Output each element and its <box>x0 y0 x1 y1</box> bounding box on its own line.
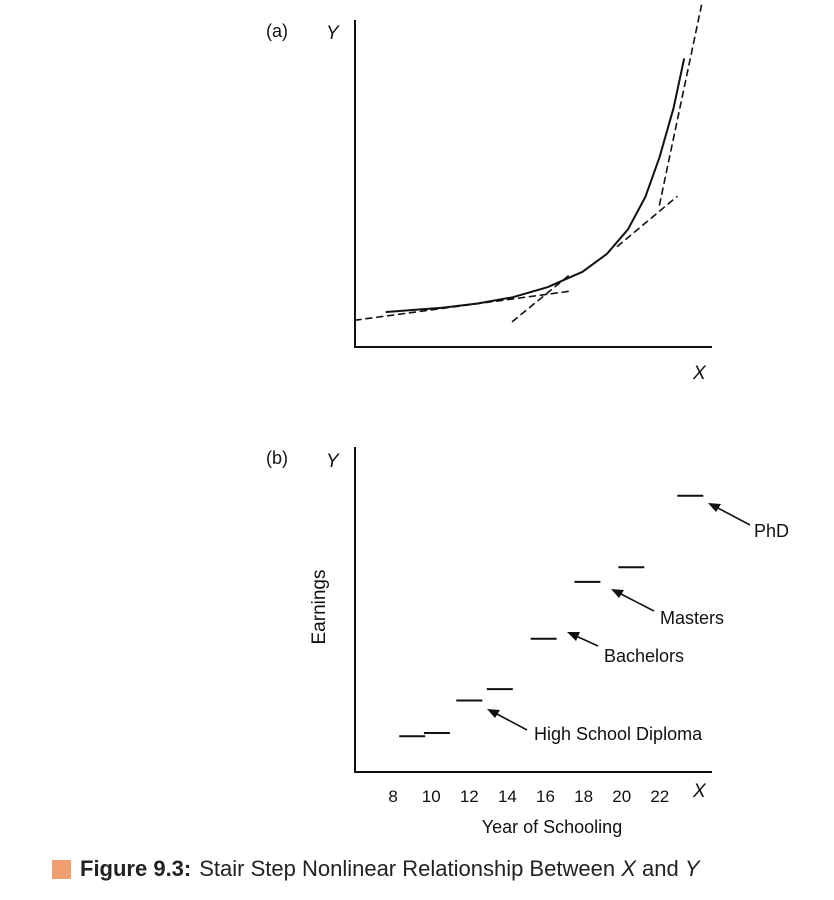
annotation-phd-label: PhD <box>754 521 789 541</box>
panel-a-series <box>354 4 703 323</box>
panel-a-tangent-line-4 <box>658 4 703 206</box>
annotation-phd: PhD <box>708 503 789 541</box>
figure-caption: Figure 9.3: Stair Step Nonlinear Relatio… <box>52 853 700 885</box>
annotation-bachelors: Bachelors <box>567 632 684 666</box>
panel-b-label: (b) <box>266 448 288 468</box>
panel-b-steps <box>399 494 704 738</box>
panel-b-x-tick-label: 8 <box>388 787 397 806</box>
panel-a-label: (a) <box>266 21 288 41</box>
panel-a-tangent-line-2 <box>511 274 570 323</box>
arrowhead-high-school <box>487 709 500 718</box>
panel-a-x-axis-label: X <box>692 363 707 384</box>
panel-b-x-tick-label: 10 <box>422 787 441 806</box>
annotation-masters: Masters <box>611 589 724 628</box>
caption-swatch <box>52 859 71 879</box>
panel-b-x-tick-label: 14 <box>498 787 517 806</box>
panel-b-tick-labels: 8 10 12 14 16 18 20 22 <box>388 787 669 806</box>
panel-a-tangent-line-1 <box>354 290 570 322</box>
panel-b-x-tick-label: 12 <box>460 787 479 806</box>
panel-b-x-tick-label: 16 <box>536 787 555 806</box>
caption-figure-label: Figure 9.3: <box>80 856 192 881</box>
panel-b-x-tick-label: 18 <box>574 787 593 806</box>
arrow-high-school <box>494 712 528 731</box>
panel-a-curve <box>385 58 685 313</box>
panel-b-y-axis-label: Earnings <box>309 570 330 645</box>
panel-b-x-axis-letter: X <box>692 781 707 802</box>
arrowhead-bachelors <box>567 632 580 641</box>
panel-b: (b) Y X Earnings Year of Schooling 8 10 12… <box>266 447 789 837</box>
panel-b-x-tick-label: 22 <box>650 787 669 806</box>
arrowhead-phd <box>708 503 721 512</box>
arrow-masters <box>618 592 655 612</box>
panel-b-y-axis-letter: Y <box>326 451 340 472</box>
annotation-high-school: High School Diploma <box>487 709 703 744</box>
panel-b-x-axis-label: Year of Schooling <box>482 817 622 837</box>
caption-y-var: Y <box>684 856 700 881</box>
panel-a-y-axis-label: Y <box>326 23 340 44</box>
arrow-bachelors <box>575 635 599 647</box>
panel-b-x-tick-label: 20 <box>612 787 631 806</box>
arrowhead-masters <box>611 589 624 598</box>
caption-text: Stair Step Nonlinear Relationship Betwee… <box>199 856 616 881</box>
caption-and: and <box>642 856 679 881</box>
panel-a: (a) Y X <box>266 4 712 384</box>
arrow-phd <box>715 506 751 526</box>
panel-a-tangent-line-3 <box>616 195 678 248</box>
annotation-masters-label: Masters <box>660 608 724 628</box>
annotation-high-school-label: High School Diploma <box>534 724 703 744</box>
annotation-bachelors-label: Bachelors <box>604 646 684 666</box>
caption-x-var: X <box>621 856 636 881</box>
